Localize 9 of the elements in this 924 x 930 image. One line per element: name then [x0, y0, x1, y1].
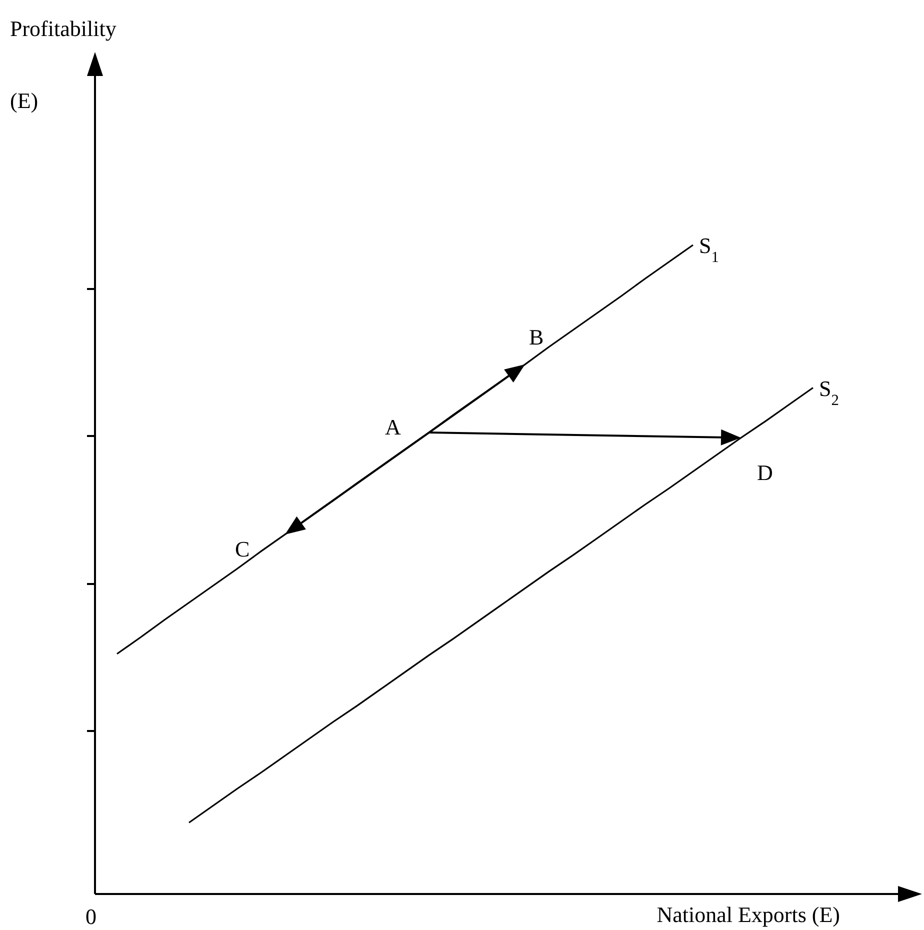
text: 0 — [86, 904, 96, 929]
text: Profitability (E) — [10, 16, 116, 113]
x-axis-title: National Exports (E) — [656, 902, 840, 927]
annotation: C — [235, 536, 250, 562]
annotation: A — [385, 414, 401, 440]
series-label: S$_{1}$ — [699, 233, 719, 266]
annotation: B — [529, 324, 544, 350]
annotation: D — [757, 460, 773, 485]
series-label: S$_{2}$ — [819, 376, 839, 408]
